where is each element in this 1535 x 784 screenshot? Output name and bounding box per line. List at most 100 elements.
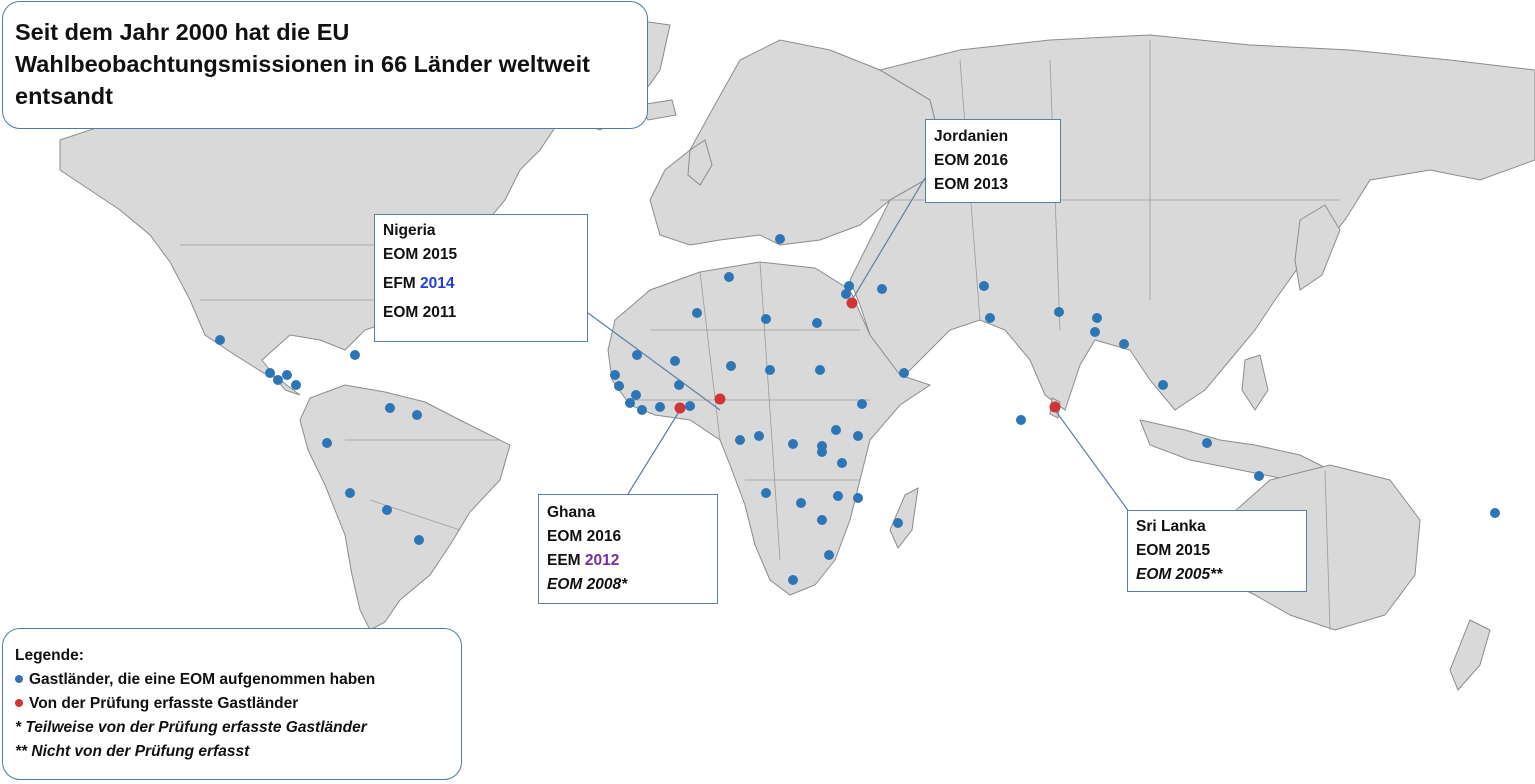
red-dot-icon <box>15 699 23 707</box>
country-marker <box>788 439 798 449</box>
country-marker <box>877 284 887 294</box>
callout-nigeria: Nigeria EOM 2015 EFM 2014 EOM 2011 <box>374 214 588 342</box>
country-marker <box>815 365 825 375</box>
country-marker <box>724 272 734 282</box>
country-marker <box>674 380 684 390</box>
country-marker <box>1092 313 1102 323</box>
legend-box: Legende: Gastländer, die eine EOM aufgen… <box>2 628 462 780</box>
callout-jordanien-entry-1: EOM 2016 <box>934 152 1009 169</box>
country-marker <box>610 370 620 380</box>
landmass-madagascar <box>889 487 919 549</box>
country-marker <box>632 350 642 360</box>
leader-line-ghana <box>627 409 681 495</box>
legend-heading: Legende: <box>15 647 84 664</box>
country-marker <box>979 281 989 291</box>
country-marker <box>685 401 695 411</box>
blue-markers <box>215 234 1500 585</box>
country-marker <box>817 447 827 457</box>
country-marker <box>625 398 635 408</box>
callout-jordanien-entry-2: EOM 2013 <box>934 176 1009 193</box>
country-marker <box>1254 471 1264 481</box>
callout-ghana-entry-2: EEM 2012 <box>547 552 620 569</box>
country-marker <box>844 281 854 291</box>
country-marker <box>853 431 863 441</box>
country-marker <box>899 368 909 378</box>
landmass-uk <box>687 139 713 186</box>
callout-srilanka-entry-1: EOM 2015 <box>1136 542 1211 559</box>
country-marker <box>670 356 680 366</box>
country-marker <box>812 318 822 328</box>
callout-jordanien-name: Jordanien <box>934 128 1009 145</box>
title-box: Seit dem Jahr 2000 hat die EU Wahlbeobac… <box>2 1 648 129</box>
country-marker <box>637 405 647 415</box>
country-marker <box>1202 438 1212 448</box>
country-marker <box>412 410 422 420</box>
landmass-new-zealand <box>1449 619 1491 691</box>
callout-ghana: Ghana EOM 2016 EEM 2012 EOM 2008* <box>538 494 718 604</box>
country-marker <box>385 403 395 413</box>
country-marker <box>350 350 360 360</box>
country-marker <box>761 314 771 324</box>
country-marker <box>853 493 863 503</box>
callout-srilanka-name: Sri Lanka <box>1136 518 1206 535</box>
country-marker <box>817 515 827 525</box>
country-marker <box>1158 380 1168 390</box>
callout-nigeria-name: Nigeria <box>383 222 436 239</box>
country-marker <box>291 380 301 390</box>
callout-srilanka: Sri Lanka EOM 2015 EOM 2005** <box>1127 510 1307 592</box>
country-marker <box>788 575 798 585</box>
country-marker <box>692 308 702 318</box>
title-line-1: Seit dem Jahr 2000 hat die EU <box>15 19 350 45</box>
country-marker <box>1490 508 1500 518</box>
country-marker-jordanien <box>846 297 858 309</box>
leader-lines <box>587 177 1136 521</box>
country-marker <box>215 335 225 345</box>
leader-line-srilanka <box>1054 409 1136 521</box>
country-marker <box>837 458 847 468</box>
country-marker <box>831 425 841 435</box>
legend-item-red: Von der Prüfung erfasste Gastländer <box>15 692 449 716</box>
country-marker-ghana <box>674 402 686 414</box>
landmass-asia <box>849 34 1535 411</box>
callout-ghana-name: Ghana <box>547 504 596 521</box>
callout-srilanka-entry-2: EOM 2005** <box>1136 566 1223 583</box>
landmass-japan <box>1294 204 1341 291</box>
country-marker <box>796 498 806 508</box>
legend-item-blue: Gastländer, die eine EOM aufgenommen hab… <box>15 668 449 692</box>
legend-item-not-audited: ** Nicht von der Prüfung erfasst <box>15 743 250 760</box>
landmass-africa <box>607 261 932 596</box>
legend-item-partial: * Teilweise von der Prüfung erfasste Gas… <box>15 719 367 736</box>
country-marker <box>735 435 745 445</box>
country-marker-srilanka <box>1049 401 1061 413</box>
country-marker <box>833 491 843 501</box>
country-marker <box>282 370 292 380</box>
country-marker <box>841 289 851 299</box>
country-marker <box>1090 327 1100 337</box>
country-marker <box>655 402 665 412</box>
callout-nigeria-entry-1: EOM 2015 <box>383 246 458 263</box>
landmass-south-america <box>299 384 511 631</box>
country-marker <box>345 488 355 498</box>
landmass-indonesia <box>1139 419 1332 481</box>
country-marker-nigeria <box>714 393 726 405</box>
country-marker <box>1119 339 1129 349</box>
country-marker <box>857 399 867 409</box>
country-marker <box>1054 307 1064 317</box>
landmass-philippines <box>1241 354 1269 411</box>
callout-nigeria-entry-3: EOM 2011 <box>383 304 457 321</box>
leader-line-nigeria <box>587 312 721 411</box>
country-marker <box>726 361 736 371</box>
country-marker <box>322 438 332 448</box>
country-marker <box>614 381 624 391</box>
country-marker <box>754 431 764 441</box>
country-marker <box>824 550 834 560</box>
country-marker <box>775 234 785 244</box>
country-marker <box>893 518 903 528</box>
blue-dot-icon <box>15 675 23 683</box>
callout-nigeria-entry-2: EFM 2014 <box>383 275 455 292</box>
country-marker <box>1016 415 1026 425</box>
callout-ghana-entry-3: EOM 2008* <box>547 576 628 593</box>
country-marker <box>985 313 995 323</box>
title-line-2: Wahlbeobachtungsmissionen in 66 Länder w… <box>15 51 590 77</box>
country-marker <box>765 365 775 375</box>
